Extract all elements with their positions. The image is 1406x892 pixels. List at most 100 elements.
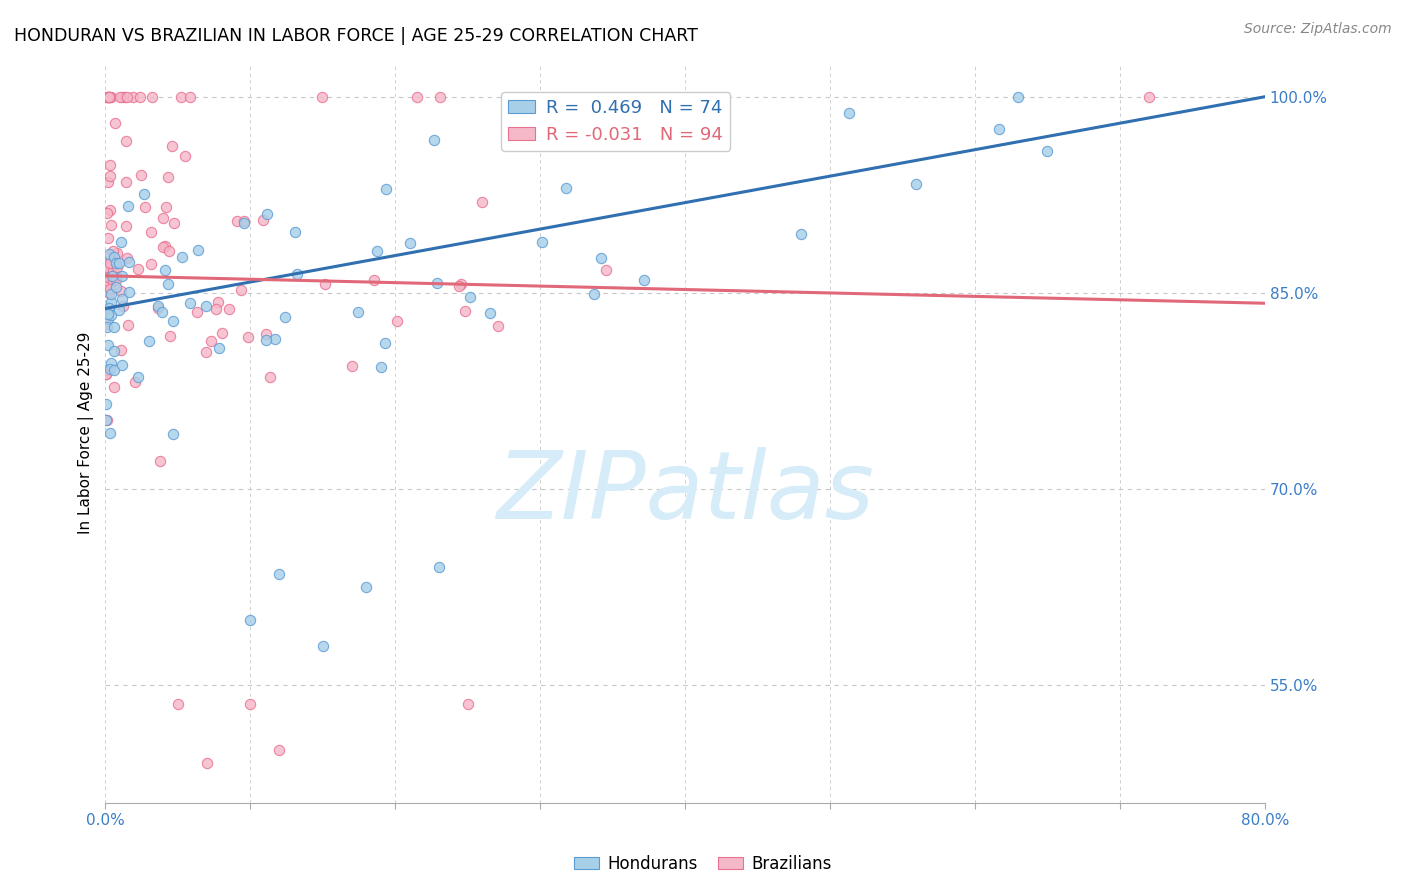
Point xyxy=(98,246,121,260)
Point xyxy=(194,299,217,313)
Point xyxy=(98,158,121,172)
Point xyxy=(103,250,125,264)
Point xyxy=(104,280,127,294)
Point xyxy=(582,287,605,301)
Point xyxy=(159,328,181,343)
Legend: Hondurans, Brazilians: Hondurans, Brazilians xyxy=(568,848,838,880)
Point xyxy=(905,178,928,192)
Point xyxy=(163,216,186,230)
Point xyxy=(139,225,162,239)
Point xyxy=(96,205,118,219)
Point xyxy=(98,266,121,280)
Point xyxy=(115,219,138,234)
Point xyxy=(94,262,117,277)
Point xyxy=(174,149,197,163)
Text: Source: ZipAtlas.com: Source: ZipAtlas.com xyxy=(1244,22,1392,37)
Point xyxy=(104,269,127,284)
Point xyxy=(285,267,308,281)
Point xyxy=(385,314,408,328)
Point xyxy=(96,320,118,334)
Point xyxy=(105,256,128,270)
Point xyxy=(111,89,134,103)
Point xyxy=(207,294,229,309)
Point xyxy=(98,282,121,296)
Point xyxy=(370,359,392,374)
Point xyxy=(194,344,217,359)
Point xyxy=(187,244,209,258)
Point xyxy=(156,277,179,291)
Point xyxy=(115,251,138,265)
Point xyxy=(356,580,378,594)
Point xyxy=(97,89,120,103)
Point xyxy=(264,332,287,346)
Point xyxy=(104,115,127,129)
Point xyxy=(633,273,655,287)
Point xyxy=(114,89,136,103)
Point xyxy=(274,310,297,324)
Point xyxy=(94,368,117,382)
Point xyxy=(118,285,141,299)
Point xyxy=(312,639,335,653)
Point xyxy=(98,361,121,376)
Point xyxy=(406,89,429,103)
Point xyxy=(103,320,125,334)
Point xyxy=(153,263,176,277)
Point xyxy=(101,274,124,288)
Point xyxy=(103,344,125,359)
Point xyxy=(97,249,120,263)
Point xyxy=(111,300,134,314)
Point xyxy=(117,199,139,213)
Point xyxy=(479,306,502,320)
Point xyxy=(426,276,449,290)
Point xyxy=(105,260,128,274)
Point xyxy=(100,309,122,323)
Point xyxy=(162,139,184,153)
Point xyxy=(103,363,125,377)
Point xyxy=(232,216,254,230)
Point xyxy=(269,743,291,757)
Point xyxy=(254,327,277,342)
Point xyxy=(170,89,193,103)
Point xyxy=(96,363,118,377)
Point xyxy=(166,698,188,712)
Point xyxy=(179,89,201,103)
Point xyxy=(100,89,122,103)
Point xyxy=(146,299,169,313)
Point xyxy=(97,89,120,103)
Point xyxy=(239,698,262,712)
Point xyxy=(124,375,146,389)
Point xyxy=(97,302,120,317)
Point xyxy=(314,277,336,291)
Point xyxy=(101,244,124,259)
Point xyxy=(595,263,617,277)
Point xyxy=(208,341,231,355)
Point xyxy=(226,214,249,228)
Point xyxy=(138,334,160,348)
Point xyxy=(790,227,813,241)
Point xyxy=(97,285,120,300)
Point xyxy=(118,255,141,269)
Point xyxy=(429,89,451,103)
Point xyxy=(117,318,139,332)
Point xyxy=(363,273,385,287)
Point xyxy=(96,260,118,274)
Point xyxy=(100,219,122,233)
Point xyxy=(205,301,228,316)
Point xyxy=(122,89,145,103)
Point xyxy=(458,290,481,304)
Point xyxy=(311,89,333,103)
Point xyxy=(98,89,121,103)
Point xyxy=(155,200,177,214)
Point xyxy=(97,175,120,189)
Point xyxy=(486,319,509,334)
Point xyxy=(239,613,262,627)
Point xyxy=(148,301,170,315)
Point xyxy=(838,106,860,120)
Point xyxy=(110,285,132,299)
Point xyxy=(254,334,277,348)
Point xyxy=(252,212,274,227)
Point xyxy=(101,263,124,277)
Point xyxy=(471,194,494,209)
Point xyxy=(98,89,121,103)
Point xyxy=(129,89,152,103)
